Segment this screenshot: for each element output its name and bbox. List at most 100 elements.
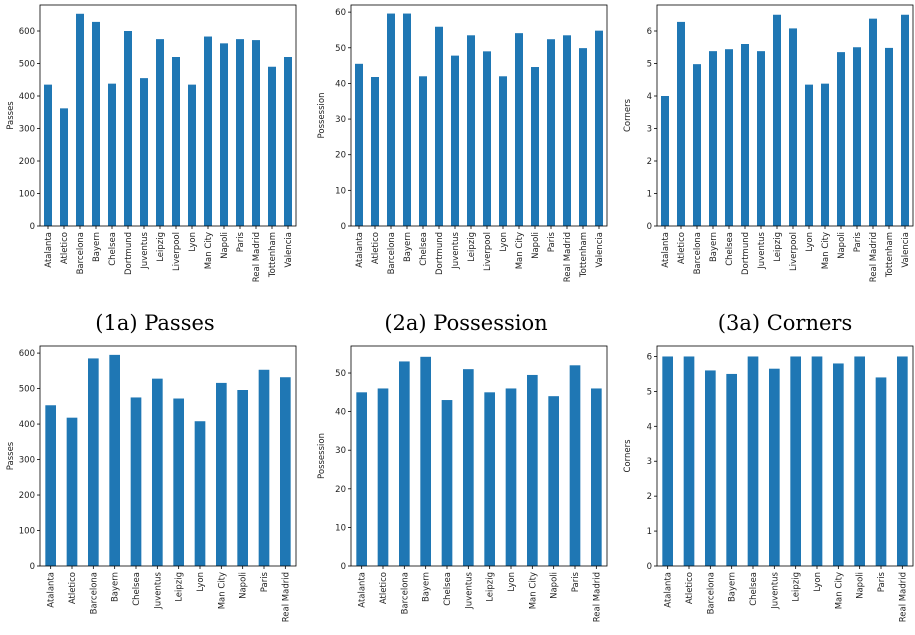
bar-juventus: [769, 368, 780, 566]
y-tick-label: 1: [647, 190, 652, 200]
x-tick-label: Chelsea: [132, 572, 142, 606]
x-tick-label: Barcelona: [387, 232, 397, 274]
y-tick-label: 20: [335, 151, 346, 161]
bar-real-madrid: [280, 377, 291, 566]
x-tick-label: Bayern: [92, 232, 102, 262]
x-tick-label: Real Madrid: [898, 572, 908, 622]
x-tick-label: Liverpool: [172, 232, 182, 271]
bar-lyon: [805, 84, 813, 227]
x-tick-label: Leipzig: [467, 232, 477, 262]
x-tick-label: Lyon: [813, 572, 823, 592]
bar-dortmund: [741, 44, 749, 226]
y-tick-label: 100: [19, 190, 35, 200]
bar-man-city: [821, 83, 829, 227]
chart-2: 0 10 20 30 40 50 60 Atalanta Atletico Barcelona Ba…: [317, 4, 608, 282]
x-tick-label: Atletico: [677, 232, 687, 264]
bar-atletico: [683, 356, 695, 566]
bar-barcelona: [88, 358, 99, 566]
y-tick-label: 30: [335, 115, 346, 125]
x-tick-label: Lyon: [805, 232, 815, 252]
y-axis-label: Possession: [317, 433, 327, 479]
y-axis-label: Corners: [623, 439, 633, 473]
bar-atalanta: [662, 356, 673, 566]
chart-3: 0 1 2 3 4 5 6 Atalanta Atletico Barcelona Bayern Ch…: [623, 4, 914, 282]
axes-frame: [350, 345, 608, 567]
x-tick-label: Atalanta: [47, 572, 57, 608]
bar-tottenham: [885, 47, 893, 227]
y-tick-label: 0: [647, 562, 652, 572]
bar-valencia: [595, 30, 603, 226]
x-tick-label: Atalanta: [44, 232, 54, 268]
x-tick-label: Atletico: [685, 572, 695, 604]
y-tick-label: 1: [647, 527, 652, 537]
bar-napoli: [548, 396, 559, 566]
bar-barcelona: [705, 370, 716, 566]
y-axis-label: Possession: [317, 93, 327, 139]
axes-frame: [39, 4, 297, 227]
axes-frame: [350, 4, 608, 227]
bar-chelsea: [441, 400, 453, 566]
x-tick-label: Man City: [821, 232, 831, 269]
x-tick-label: Real Madrid: [592, 572, 602, 622]
y-axis-label: Corners: [623, 98, 633, 132]
x-tick-label: Paris: [877, 571, 887, 592]
bar-atletico: [377, 388, 389, 566]
bar-atalanta: [44, 84, 52, 227]
x-tick-label: Valencia: [901, 232, 911, 268]
chart-1: 0 100 200 300 400 500 600 Atalanta Atletico Barce…: [6, 4, 297, 282]
y-tick-label: 0: [647, 222, 652, 232]
y-tick-label: 300: [19, 456, 35, 466]
x-tick-label: Real Madrid: [563, 232, 573, 282]
y-tick-label: 4: [647, 422, 652, 432]
bar-atalanta: [45, 405, 56, 566]
x-tick-label: Atalanta: [661, 232, 671, 268]
y-tick-label: 40: [335, 79, 346, 89]
bar-chelsea: [725, 49, 733, 227]
bar-leipzig: [156, 39, 164, 227]
bar-man-city: [833, 363, 844, 566]
x-tick-label: Bayern: [111, 572, 121, 602]
bar-liverpool: [172, 57, 180, 226]
bar-atletico: [677, 21, 685, 227]
y-tick-label: 40: [335, 408, 346, 418]
bar-tottenham: [579, 48, 587, 226]
x-tick-label: Juventus: [464, 571, 474, 609]
y-tick-label: 4: [647, 92, 652, 102]
y-axis-label: Passes: [6, 101, 16, 130]
bar-leipzig: [467, 35, 475, 226]
bar-juventus: [757, 51, 765, 227]
x-tick-label: Juventus: [757, 231, 767, 269]
bar-man-city: [204, 36, 212, 226]
y-tick-label: 20: [335, 485, 346, 495]
y-tick-label: 6: [647, 27, 652, 37]
x-tick-label: Man City: [515, 232, 525, 269]
y-tick-label: 200: [19, 157, 35, 167]
bar-atletico: [60, 108, 68, 226]
bar-lyon: [499, 76, 507, 226]
axes-frame: [39, 345, 297, 567]
x-tick-label: Tottenham: [268, 232, 278, 278]
x-tick-label: Liverpool: [789, 232, 799, 271]
bar-bayern: [403, 13, 411, 226]
bar-chelsea: [419, 76, 427, 226]
axes-frame: [656, 345, 914, 567]
x-tick-label: Dortmund: [435, 232, 445, 275]
x-tick-label: Atletico: [371, 232, 381, 264]
bar-real-madrid: [563, 35, 571, 226]
bar-tottenham: [268, 66, 276, 226]
x-tick-label: Atletico: [60, 232, 70, 264]
x-tick-label: Man City: [528, 572, 538, 609]
bar-bayern: [92, 21, 100, 227]
bar-bayern: [709, 51, 717, 227]
bar-atalanta: [356, 392, 367, 566]
y-tick-label: 3: [647, 457, 652, 467]
y-tick-label: 2: [647, 157, 652, 167]
y-tick-label: 200: [19, 491, 35, 501]
x-tick-label: Dortmund: [124, 232, 134, 275]
x-tick-label: Barcelona: [706, 572, 716, 614]
x-tick-label: Paris: [547, 231, 557, 252]
x-tick-label: Leipzig: [792, 572, 802, 602]
x-tick-label: Napoli: [856, 572, 866, 599]
x-tick-label: Juventus: [153, 571, 163, 609]
